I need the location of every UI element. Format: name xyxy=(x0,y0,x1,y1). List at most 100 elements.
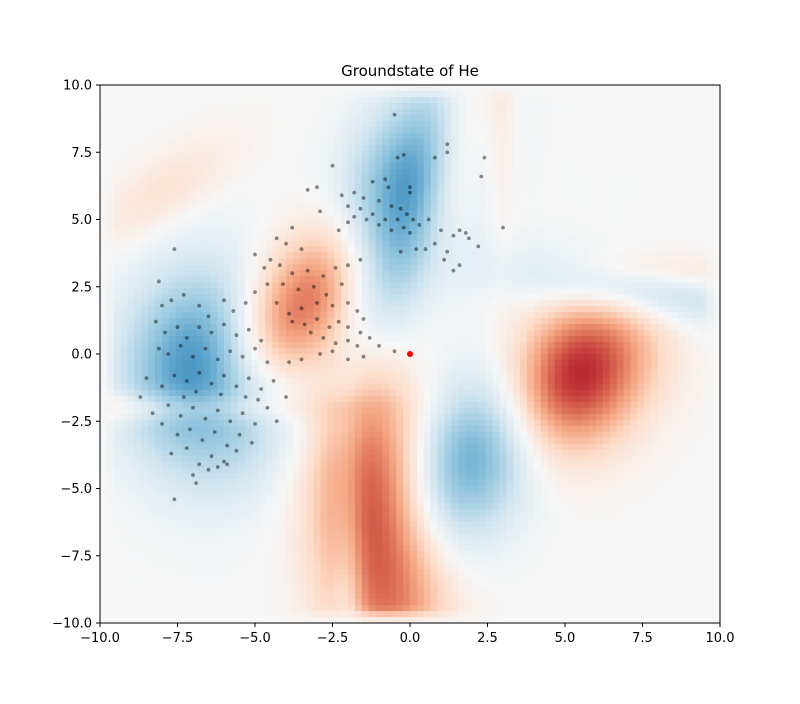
heatmap-cell xyxy=(451,354,459,361)
heatmap-cell xyxy=(113,126,122,134)
heatmap-cell xyxy=(437,306,446,313)
heatmap-cell xyxy=(306,455,315,463)
heatmap-cell xyxy=(354,407,363,415)
heatmap-cell xyxy=(189,204,198,212)
heatmap-cell xyxy=(244,557,253,564)
heatmap-cell xyxy=(444,306,452,313)
heatmap-cell xyxy=(389,336,397,343)
heatmap-cell xyxy=(354,222,363,230)
heatmap-cell xyxy=(251,192,260,200)
heatmap-cell xyxy=(210,611,218,618)
heatmap-cell xyxy=(113,228,122,236)
heatmap-cell xyxy=(162,377,170,385)
heatmap-cell xyxy=(175,174,184,182)
heatmap-cell xyxy=(120,413,129,421)
heatmap-cell xyxy=(416,527,425,534)
heatmap-cell xyxy=(134,467,142,475)
heatmap-cell xyxy=(348,605,356,612)
heatmap-cell xyxy=(341,144,349,152)
heatmap-cell xyxy=(182,192,191,200)
heatmap-cell xyxy=(217,186,225,194)
heatmap-cell xyxy=(437,485,446,493)
heatmap-cell xyxy=(120,593,129,600)
heatmap-cell xyxy=(451,174,459,182)
heatmap-cell xyxy=(210,497,218,505)
heatmap-cell xyxy=(416,497,425,505)
heatmap-cell xyxy=(210,186,218,194)
heatmap-cell xyxy=(113,569,122,576)
heatmap-cell xyxy=(465,162,473,170)
heatmap-cell xyxy=(465,246,473,253)
heatmap-cell xyxy=(113,539,122,546)
heatmap-cell xyxy=(430,234,439,242)
heatmap-cell xyxy=(134,85,142,92)
heatmap-cell xyxy=(272,246,280,253)
heatmap-cell xyxy=(237,551,246,558)
heatmap-cell xyxy=(410,276,418,283)
heatmap-cell xyxy=(196,342,204,349)
heatmap-cell xyxy=(196,539,204,546)
heatmap-cell xyxy=(155,611,163,618)
heatmap-cell xyxy=(217,210,225,218)
heatmap-cell xyxy=(396,276,404,283)
heatmap-cell xyxy=(313,419,322,427)
heatmap-cell xyxy=(389,204,397,212)
heatmap-cell xyxy=(327,575,335,582)
heatmap-cell xyxy=(410,234,418,242)
heatmap-cell xyxy=(320,503,328,511)
heatmap-cell xyxy=(162,132,170,140)
heatmap-cell xyxy=(430,132,439,140)
heatmap-cell xyxy=(286,150,294,158)
heatmap-cell xyxy=(224,401,232,409)
heatmap-cell xyxy=(113,485,122,493)
heatmap-cell xyxy=(320,150,328,158)
heatmap-cell xyxy=(196,563,204,570)
heatmap-cell xyxy=(155,605,163,612)
heatmap-cell xyxy=(348,336,356,343)
heatmap-cell xyxy=(389,527,397,534)
heatmap-cell xyxy=(299,413,308,421)
heatmap-cell xyxy=(313,383,322,391)
heatmap-cell xyxy=(313,389,322,397)
heatmap-cell xyxy=(175,515,184,522)
heatmap-cell xyxy=(451,240,459,247)
heatmap-cell xyxy=(403,395,411,403)
heatmap-cell xyxy=(416,342,425,349)
heatmap-cell xyxy=(230,300,239,307)
heatmap-cell xyxy=(368,120,377,128)
heatmap-cell xyxy=(444,557,452,564)
heatmap-cell xyxy=(430,377,439,385)
heatmap-cell xyxy=(155,168,163,176)
heatmap-cell xyxy=(265,126,273,134)
heatmap-cell xyxy=(113,318,122,325)
heatmap-cell xyxy=(168,395,177,403)
heatmap-cell xyxy=(375,258,384,265)
heatmap-cell xyxy=(472,509,480,516)
heatmap-cell xyxy=(334,359,342,367)
heatmap-cell xyxy=(203,270,211,277)
heatmap-cell xyxy=(175,377,184,385)
heatmap-cell xyxy=(458,120,466,128)
heatmap-cell xyxy=(189,533,198,540)
heatmap-cell xyxy=(182,503,191,511)
heatmap-cell xyxy=(382,569,390,576)
heatmap-cell xyxy=(306,258,315,265)
heatmap-cell xyxy=(203,467,211,475)
heatmap-cell xyxy=(389,365,397,373)
heatmap-cell xyxy=(292,210,301,218)
heatmap-cell xyxy=(272,102,280,110)
heatmap-cell xyxy=(465,491,473,499)
heatmap-cell xyxy=(341,497,349,505)
heatmap-cell xyxy=(113,222,122,230)
heatmap-cell xyxy=(306,617,315,624)
heatmap-cell xyxy=(396,551,404,558)
heatmap-cell xyxy=(313,228,322,236)
heatmap-cell xyxy=(189,114,198,122)
heatmap-cell xyxy=(272,407,280,415)
heatmap-cell xyxy=(168,288,177,295)
heatmap-cell xyxy=(361,186,370,194)
heatmap-cell xyxy=(244,252,253,259)
heatmap-cell xyxy=(472,497,480,505)
heatmap-cell xyxy=(410,527,418,534)
heatmap-cell xyxy=(389,371,397,379)
